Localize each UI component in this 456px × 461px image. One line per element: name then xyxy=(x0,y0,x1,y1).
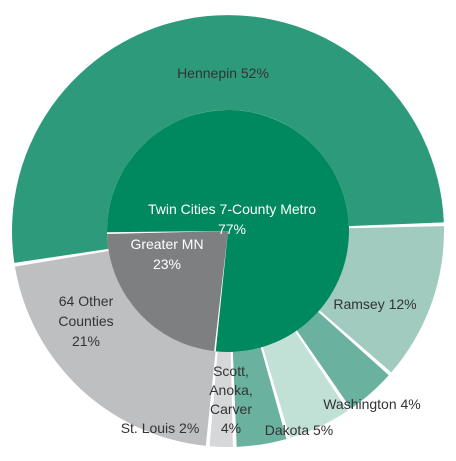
outer-slice-scott-anoka-carver xyxy=(232,347,287,447)
outer-label-64-other-counties: 64 Other Counties 21% xyxy=(58,293,113,349)
outer-slice-st-louis xyxy=(209,351,233,447)
inner-label-twin-cities-7-county-metro: Twin Cities 7-County Metro 77% xyxy=(148,201,316,237)
outer-slice-hennepin xyxy=(12,15,444,263)
inner-label-line: 77% xyxy=(218,221,246,237)
outer-label-line: Dakota 5% xyxy=(265,422,333,438)
outer-label-hennepin: Hennepin 52% xyxy=(177,65,269,81)
slice-labels: Hennepin 52% Ramsey 12% Washington 4% Dakot… xyxy=(58,65,420,438)
outer-label-dakota: Dakota 5% xyxy=(265,422,333,438)
outer-slice-64-other-counties xyxy=(14,250,216,446)
outer-label-line: Anoka, xyxy=(209,382,253,398)
outer-label-scott-anoka-carver: Scott, Anoka, Carver 4% xyxy=(209,363,253,436)
outer-label-st-louis: St. Louis 2% xyxy=(121,420,200,436)
inner-label-line: Twin Cities 7-County Metro xyxy=(148,201,316,217)
outer-label-line: Carver xyxy=(210,401,252,417)
outer-label-ramsey: Ramsey 12% xyxy=(333,296,416,312)
outer-label-washington: Washington 4% xyxy=(323,396,421,412)
inner-ring xyxy=(107,109,350,352)
inner-label-greater-mn: Greater MN 23% xyxy=(130,236,203,272)
outer-slice-washington xyxy=(296,311,389,409)
outer-label-line: 4% xyxy=(221,420,241,436)
outer-slice-ramsey xyxy=(319,226,444,373)
outer-slice-dakota xyxy=(262,331,348,438)
inner-label-line: 23% xyxy=(153,256,181,272)
inner-slice-twin-cities-7-county-metro xyxy=(107,109,350,352)
outer-ring xyxy=(12,15,444,447)
outer-label-line: Counties xyxy=(58,313,113,329)
outer-label-line: Washington 4% xyxy=(323,396,421,412)
outer-label-line: 21% xyxy=(72,333,100,349)
outer-label-line: Scott, xyxy=(213,363,249,379)
inner-slice-greater-mn xyxy=(107,231,228,352)
outer-label-line: 64 Other xyxy=(59,293,114,309)
inner-label-line: Greater MN xyxy=(130,236,203,252)
outer-label-line: Ramsey 12% xyxy=(333,296,416,312)
outer-label-line: Hennepin 52% xyxy=(177,65,269,81)
outer-label-line: St. Louis 2% xyxy=(121,420,200,436)
